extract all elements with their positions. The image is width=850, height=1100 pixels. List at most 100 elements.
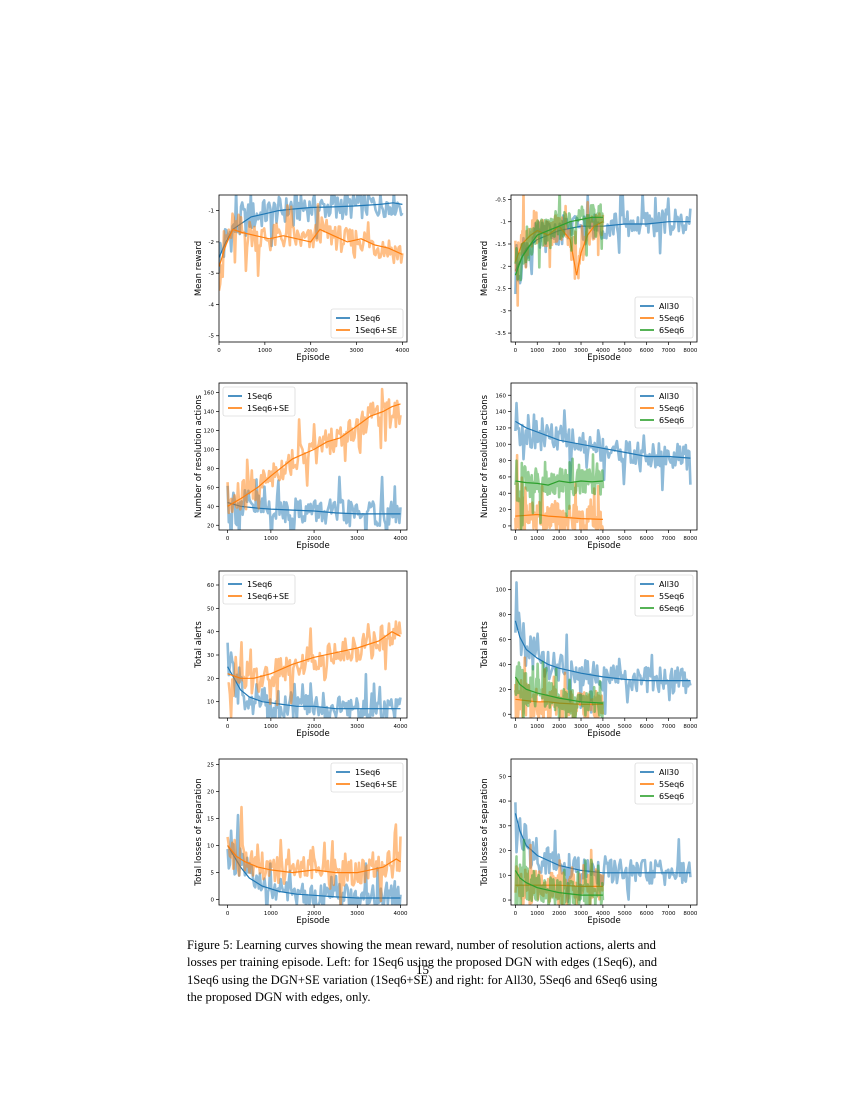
y-tick-label: 60	[207, 485, 214, 491]
y-tick-label: 80	[499, 613, 506, 619]
x-tick-label: 2000	[307, 724, 321, 730]
y-tick-label: 5	[211, 871, 215, 877]
y-tick-label: 100	[204, 447, 215, 453]
chart-panel: 0 1000 2000 3000 4000 20 40 60 80 100 120 140 160 Epi…	[194, 382, 408, 551]
x-tick-label: 1000	[258, 348, 272, 354]
x-tick-label: 3000	[574, 348, 588, 354]
legend-label: All30	[659, 580, 679, 589]
x-tick-label: 4000	[394, 536, 408, 542]
plot-area	[226, 805, 402, 905]
y-tick-label: 60	[499, 475, 506, 481]
x-tick-label: 7000	[662, 724, 676, 730]
x-axis-label: Episode	[587, 541, 620, 551]
y-tick-label: -4	[209, 302, 215, 308]
y-axis-label: Total losses of separation	[194, 778, 204, 886]
series-raw-line	[514, 453, 605, 530]
y-tick-label: -3	[501, 309, 507, 315]
series-line	[514, 676, 603, 704]
x-tick-label: 3000	[350, 724, 364, 730]
x-tick-label: 4000	[394, 911, 408, 917]
x-tick-label: 5000	[618, 536, 632, 542]
x-tick-label: 4000	[596, 348, 610, 354]
x-tick-label: 1000	[530, 911, 544, 917]
series-line	[515, 480, 603, 486]
y-tick-label: 100	[496, 442, 507, 448]
x-tick-label: 6000	[640, 724, 654, 730]
x-tick-label: 7000	[662, 911, 676, 917]
series-line	[514, 870, 603, 896]
plot-area	[514, 401, 692, 530]
figure-caption: Figure 5: Learning curves showing the me…	[187, 938, 658, 1004]
x-tick-label: 6000	[640, 911, 654, 917]
series-raw-line	[514, 401, 692, 492]
series-line	[227, 403, 401, 507]
axes-frame	[218, 758, 408, 906]
series-raw-line	[226, 475, 402, 530]
x-tick-label: 4000	[596, 724, 610, 730]
legend: All30 5Seq6 6Seq6	[634, 762, 694, 805]
y-axis-label: Mean reward	[480, 241, 490, 296]
x-tick-label: 0	[514, 536, 518, 542]
series-line	[227, 501, 401, 515]
plot-area	[514, 581, 692, 718]
y-tick-label: 50	[499, 774, 506, 780]
y-tick-label: 40	[499, 491, 506, 497]
chart-panel: 0 1000 2000 3000 4000 0 5 10 15 20 25 Episode Total …	[194, 758, 408, 926]
y-tick-label: 10	[499, 873, 506, 879]
x-axis-label: Episode	[296, 729, 329, 739]
legend-label: All30	[659, 302, 679, 311]
y-tick-label: -3.5	[495, 331, 506, 337]
y-axis-label: Total losses of separation	[480, 778, 490, 886]
series-raw-line	[514, 660, 605, 718]
x-tick-label: 7000	[662, 348, 676, 354]
y-tick-label: 20	[499, 508, 506, 514]
y-tick-label: -0.5	[495, 197, 506, 203]
x-tick-label: 3000	[350, 911, 364, 917]
legend-label: 6Seq6	[659, 792, 684, 801]
y-tick-label: 0	[503, 712, 507, 718]
x-tick-label: 8000	[683, 724, 697, 730]
y-tick-label: 0	[503, 524, 507, 530]
series-raw-line	[514, 838, 605, 905]
x-tick-label: 3000	[574, 724, 588, 730]
y-axis-label: Number of resolution actions	[480, 394, 490, 518]
x-tick-label: 2000	[307, 911, 321, 917]
x-axis-label: Episode	[587, 916, 620, 926]
y-tick-label: 0	[211, 898, 215, 904]
y-tick-label: -1.5	[495, 242, 506, 248]
y-tick-label: -2	[209, 240, 214, 246]
y-tick-label: 120	[496, 426, 507, 432]
y-axis-label: Number of resolution actions	[194, 394, 204, 518]
legend-label: 1Seq6+SE	[247, 592, 289, 601]
legend: 1Seq6 1Seq6+SE	[330, 308, 404, 339]
chart-panel: 0 1000 2000 3000 4000 -5 -4 -3 -2 -1 Episode Mean r…	[194, 194, 410, 363]
x-tick-label: 7000	[662, 536, 676, 542]
y-tick-label: -1	[501, 220, 506, 226]
y-axis-label: Total alerts	[194, 621, 204, 669]
axes-frame	[218, 570, 408, 719]
legend-label: 5Seq6	[659, 592, 684, 601]
plot-area	[514, 802, 692, 905]
x-axis-label: Episode	[296, 541, 329, 551]
y-tick-label: 40	[499, 799, 506, 805]
x-tick-label: 3000	[350, 348, 364, 354]
series-line	[514, 216, 603, 276]
series-raw-line	[219, 203, 404, 291]
x-tick-label: 8000	[683, 348, 697, 354]
x-tick-label: 2000	[304, 348, 318, 354]
legend-label: 1Seq6+SE	[355, 780, 397, 789]
x-tick-label: 0	[217, 348, 221, 354]
y-tick-label: 80	[207, 466, 214, 472]
x-axis-label: Episode	[587, 353, 620, 363]
legend-label: All30	[659, 768, 679, 777]
x-tick-label: 4000	[596, 911, 610, 917]
legend-label: 6Seq6	[659, 416, 684, 425]
series-raw-line	[514, 195, 605, 282]
chart-panel: 0 1000 2000 3000 4000 5000 6000 7000 8000 0 20 40 60…	[480, 382, 698, 551]
plot-area	[226, 620, 402, 718]
y-axis-label: Mean reward	[194, 241, 204, 296]
x-tick-label: 3000	[574, 911, 588, 917]
plot-area	[514, 195, 692, 307]
y-tick-label: 20	[207, 523, 214, 529]
y-tick-label: 20	[499, 687, 506, 693]
